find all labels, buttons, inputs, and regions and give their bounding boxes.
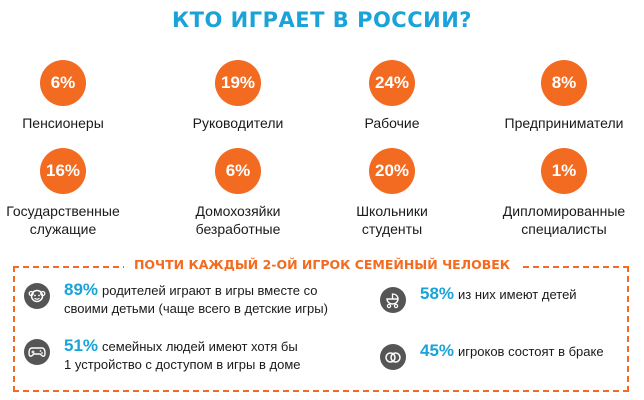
fact-text: 89% родителей играют в игры вместе со сво… <box>64 281 328 318</box>
stat-label-line: специалисты <box>521 221 607 237</box>
stat-civil-servants: 16% Государственные служащие <box>0 148 138 238</box>
wedding-rings-icon <box>380 344 406 370</box>
stat-label: Рабочие <box>364 115 420 131</box>
stat-pensioners: 6% Пенсионеры <box>0 60 138 132</box>
family-heading-text: ПОЧТИ КАЖДЫЙ 2-ОЙ ИГРОК СЕМЕЙНЫЙ ЧЕЛОВЕК <box>123 257 521 272</box>
stat-label: Предприниматели <box>504 115 624 131</box>
family-heading: ПОЧТИ КАЖДЫЙ 2-ОЙ ИГРОК СЕМЕЙНЫЙ ЧЕЛОВЕК <box>0 256 644 274</box>
stat-value-circle: 19% <box>215 60 261 106</box>
stat-label: Домохозяйки безработные <box>163 202 313 238</box>
fact-married: 45% игроков состоят в браке <box>380 342 630 370</box>
fact-line: игроков состоят в браке <box>458 344 604 359</box>
fact-line: семейных людей имеют хотя бы <box>102 339 298 354</box>
stat-housewives: 6% Домохозяйки безработные <box>163 148 313 238</box>
fact-text: 58% из них имеют детей <box>420 285 577 304</box>
fact-percent: 89% <box>64 280 99 299</box>
stat-label-line: Школьники <box>356 203 428 219</box>
gamepad-icon <box>24 339 50 365</box>
page-title: КТО ИГРАЕТ В РОССИИ? <box>172 8 472 32</box>
stat-value-circle: 1% <box>541 148 587 194</box>
stat-students: 20% Школьники студенты <box>317 148 467 238</box>
stat-entrepreneurs: 8% Предприниматели <box>489 60 639 132</box>
stat-value-circle: 20% <box>369 148 415 194</box>
fact-text: 51% семейных людей имеют хотя бы 1 устрой… <box>64 337 300 374</box>
stat-managers: 19% Руководители <box>163 60 313 132</box>
baby-stroller-icon <box>380 287 406 313</box>
fact-line: из них имеют детей <box>458 287 577 302</box>
fact-devices: 51% семейных людей имеют хотя бы 1 устрой… <box>24 337 374 374</box>
stat-label-line: служащие <box>29 221 97 237</box>
stat-label: Пенсионеры <box>22 115 104 131</box>
stat-label: Руководители <box>192 115 284 131</box>
stat-graduates: 1% Дипломированные специалисты <box>489 148 639 238</box>
stat-workers: 24% Рабочие <box>317 60 467 132</box>
fact-line: своими детьми (чаще всего в детские игры… <box>64 301 328 316</box>
fact-text: 45% игроков состоят в браке <box>420 342 604 361</box>
fact-percent: 58% <box>420 284 455 303</box>
fact-percent: 45% <box>420 341 455 360</box>
stat-label-line: студенты <box>361 221 423 237</box>
stat-label: Дипломированные специалисты <box>489 202 639 238</box>
stat-label-line: Государственные <box>6 203 120 219</box>
fact-line: родителей играют в игры вместе со <box>102 283 318 298</box>
stat-value-circle: 6% <box>40 60 86 106</box>
stat-label: Государственные служащие <box>0 202 138 238</box>
stat-value-circle: 16% <box>40 148 86 194</box>
stat-value-circle: 8% <box>541 60 587 106</box>
fact-have-children: 58% из них имеют детей <box>380 285 620 313</box>
stat-label-line: безработные <box>195 221 281 237</box>
stat-label: Школьники студенты <box>317 202 467 238</box>
kid-face-icon <box>24 283 50 309</box>
fact-parents: 89% родителей играют в игры вместе со сво… <box>24 281 374 318</box>
stat-value-circle: 6% <box>215 148 261 194</box>
stat-label-line: Дипломированные <box>502 203 626 219</box>
fact-line: 1 устройство с доступом в игры в доме <box>64 357 301 372</box>
stat-value-circle: 24% <box>369 60 415 106</box>
fact-percent: 51% <box>64 336 99 355</box>
stat-label-line: Домохозяйки <box>195 203 281 219</box>
